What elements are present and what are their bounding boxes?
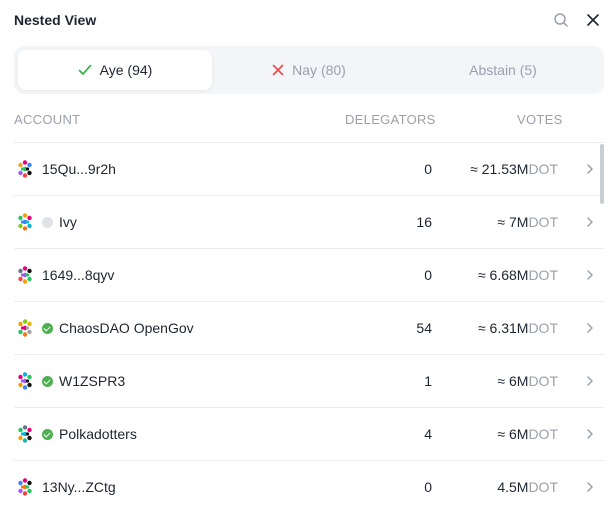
verified-icon [42, 322, 53, 334]
identicon-avatar [16, 372, 34, 390]
votes-value: ≈ 21.53M [470, 161, 529, 177]
votes-unit: DOT [528, 479, 558, 495]
account-name: W1ZSPR3 [59, 373, 126, 389]
table-row[interactable]: Ivy 16 ≈ 7M DOT [14, 195, 604, 248]
votes-unit: DOT [528, 214, 558, 230]
tab-abstain[interactable]: Abstain (5) [406, 50, 600, 90]
account-cell: 13Ny...ZCtg [42, 461, 116, 513]
verified-icon [42, 428, 53, 440]
account-name: Ivy [59, 214, 77, 230]
votes-unit: DOT [528, 267, 558, 283]
votes-cell: ≈ 6.31M DOT [478, 302, 558, 354]
table-row[interactable]: 15Qu...9r2h 0 ≈ 21.53M DOT [14, 142, 604, 195]
tab-nay[interactable]: Nay (80) [212, 50, 406, 90]
scrollbar[interactable] [600, 144, 604, 204]
identicon-avatar [16, 266, 34, 284]
check-icon [78, 64, 92, 75]
column-header-account: ACCOUNT [14, 112, 81, 127]
table-row[interactable]: 1649...8qyv 0 ≈ 6.68M DOT [14, 248, 604, 301]
account-cell: ChaosDAO OpenGov [42, 302, 194, 354]
close-icon[interactable] [584, 11, 602, 29]
verified-icon [42, 375, 53, 387]
account-cell: 15Qu...9r2h [42, 143, 116, 195]
account-cell: 1649...8qyv [42, 249, 114, 301]
votes-cell: ≈ 6M DOT [497, 355, 558, 407]
chevron-right-icon[interactable] [584, 268, 596, 282]
header-actions [552, 11, 602, 29]
identity-icon [42, 216, 53, 228]
account-name: 15Qu...9r2h [42, 161, 116, 177]
chevron-right-icon[interactable] [584, 215, 596, 229]
votes-cell: 4.5M DOT [497, 461, 558, 513]
account-cell: Ivy [42, 196, 77, 248]
tab-nay-label: Nay (80) [292, 62, 346, 78]
votes-value: ≈ 6.31M [477, 320, 529, 336]
votes-table: 15Qu...9r2h 0 ≈ 21.53M DOT Ivy 16 ≈ 7M DOT 1649.… [14, 142, 604, 513]
table-row[interactable]: W1ZSPR3 1 ≈ 6M DOT [14, 354, 604, 407]
delegators-cell: 54 [416, 320, 432, 336]
chevron-right-icon[interactable] [584, 480, 596, 494]
votes-value: ≈ 6M [497, 373, 529, 389]
page-title: Nested View [14, 12, 97, 28]
votes-cell: ≈ 7M DOT [497, 196, 558, 248]
column-header-votes: VOTES [517, 112, 563, 127]
votes-value: ≈ 6.68M [477, 267, 529, 283]
identicon-avatar [16, 425, 34, 443]
delegators-cell: 0 [424, 267, 432, 283]
delegators-cell: 0 [424, 479, 432, 495]
account-name: Polkadotters [59, 426, 137, 442]
tab-abstain-label: Abstain (5) [469, 62, 537, 78]
account-name: 13Ny...ZCtg [42, 479, 116, 495]
chevron-right-icon[interactable] [584, 427, 596, 441]
votes-value: 4.5M [497, 479, 529, 495]
account-name: ChaosDAO OpenGov [59, 320, 194, 336]
x-icon [272, 64, 284, 76]
identicon-avatar [16, 319, 34, 337]
table-row[interactable]: ChaosDAO OpenGov 54 ≈ 6.31M DOT [14, 301, 604, 354]
votes-cell: ≈ 21.53M DOT [470, 143, 558, 195]
votes-value: ≈ 7M [497, 214, 529, 230]
chevron-right-icon[interactable] [584, 374, 596, 388]
search-icon[interactable] [552, 11, 570, 29]
votes-unit: DOT [528, 320, 558, 336]
column-header-delegators: DELEGATORS [345, 112, 436, 127]
table-row[interactable]: 13Ny...ZCtg 0 4.5M DOT [14, 460, 604, 513]
chevron-right-icon[interactable] [584, 162, 596, 176]
identicon-avatar [16, 160, 34, 178]
identicon-avatar [16, 478, 34, 496]
account-name: 1649...8qyv [42, 267, 115, 283]
table-row[interactable]: Polkadotters 4 ≈ 6M DOT [14, 407, 604, 460]
votes-unit: DOT [528, 373, 558, 389]
delegators-cell: 4 [424, 426, 432, 442]
delegators-cell: 16 [416, 214, 432, 230]
identicon-avatar [16, 213, 34, 231]
chevron-right-icon[interactable] [584, 321, 596, 335]
votes-cell: ≈ 6.68M DOT [478, 249, 558, 301]
votes-cell: ≈ 6M DOT [497, 408, 558, 460]
tab-aye-label: Aye (94) [99, 62, 153, 78]
votes-value: ≈ 6M [497, 426, 529, 442]
votes-unit: DOT [528, 161, 558, 177]
account-cell: Polkadotters [42, 408, 137, 460]
votes-unit: DOT [528, 426, 558, 442]
delegators-cell: 0 [424, 161, 432, 177]
header: Nested View [14, 8, 602, 32]
vote-tabs: Aye (94) Nay (80) Abstain (5) [14, 46, 604, 94]
tab-aye[interactable]: Aye (94) [18, 50, 212, 90]
delegators-cell: 1 [424, 373, 432, 389]
account-cell: W1ZSPR3 [42, 355, 125, 407]
